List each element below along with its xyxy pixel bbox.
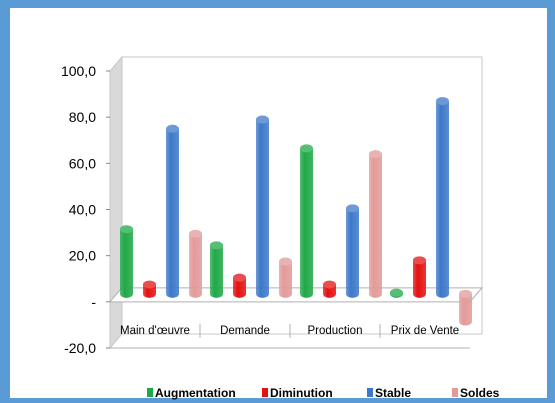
y-tick-label: 80,0 (69, 109, 96, 125)
y-tick-label: 40,0 (69, 202, 96, 218)
bar-cap (233, 273, 246, 282)
side-wall (109, 55, 123, 350)
legend-item: Diminution (262, 386, 333, 400)
bar-cap-highlight (279, 257, 292, 266)
bars (120, 97, 472, 326)
bar-cap (256, 115, 269, 124)
legend-item: Soldes (452, 386, 500, 400)
bar-cap-highlight (346, 204, 359, 213)
bar-cap-highlight (369, 150, 382, 159)
bar-body (300, 148, 313, 298)
bar-cap-highlight (459, 289, 472, 298)
bar-cap (143, 280, 156, 289)
legend-swatch (367, 388, 373, 397)
x-category-label: Demande (220, 325, 270, 337)
legend-label: Augmentation (155, 386, 236, 400)
legend-swatch (262, 388, 268, 397)
bar-cap (210, 241, 223, 250)
bar-cap-highlight (300, 144, 313, 153)
bar-cap-highlight (189, 229, 202, 238)
bar (346, 204, 359, 298)
x-category-label: Production (308, 325, 363, 337)
bar-cap (189, 229, 202, 238)
bar (233, 273, 246, 298)
bar-body (413, 260, 426, 298)
bar-cap (413, 256, 426, 265)
bar-cap (369, 150, 382, 159)
bar (369, 150, 382, 298)
y-tick-label: 100,0 (61, 63, 96, 79)
bar (300, 144, 313, 298)
bar-cap-highlight (413, 256, 426, 265)
y-axis: 100,0 80,0 60,0 40,0 20,0 - -20,0 (61, 63, 110, 356)
bar (459, 289, 472, 326)
bar (413, 256, 426, 298)
bar-cap (166, 124, 179, 133)
bar-cap-highlight (210, 241, 223, 250)
y-tick-label: 20,0 (69, 248, 96, 264)
bar-cap (390, 288, 403, 297)
bar-cap-highlight (436, 97, 449, 106)
bar-cap (323, 280, 336, 289)
bar-cap-highlight (256, 115, 269, 124)
y-tick-label: - (91, 294, 96, 310)
bar-body (369, 154, 382, 298)
bar-cap (346, 204, 359, 213)
bar-cap (436, 97, 449, 106)
zero-plane (108, 287, 484, 303)
bar-body (279, 261, 292, 298)
bar-body (210, 245, 223, 298)
bar-body (166, 128, 179, 298)
x-category-label: Prix de Vente (391, 325, 459, 337)
bar (390, 288, 403, 298)
bar-body (120, 229, 133, 298)
bar-body (346, 208, 359, 298)
bar (279, 257, 292, 298)
legend-item: Augmentation (147, 386, 236, 400)
bar-cap-highlight (120, 225, 133, 234)
bar-cap-highlight (323, 280, 336, 289)
bar (436, 97, 449, 298)
bar-cap-highlight (143, 280, 156, 289)
bar-cap-highlight (233, 273, 246, 282)
legend-label: Soldes (460, 386, 500, 400)
legend-swatch (147, 388, 153, 397)
legend: Augmentation Diminution Stable Soldes (147, 386, 500, 400)
legend-swatch (452, 388, 458, 397)
bar-body (233, 277, 246, 298)
bar (210, 241, 223, 298)
bar-body (189, 233, 202, 298)
bar-cap-highlight (390, 288, 403, 297)
x-axis: Main d'œuvre Demande Production Prix de Ven… (110, 323, 470, 349)
bar (323, 280, 336, 298)
plot-frame (108, 55, 484, 350)
bar-cap (279, 257, 292, 266)
bar (166, 124, 179, 298)
y-tick-label: -20,0 (64, 340, 96, 356)
bar-body (459, 293, 472, 326)
bar (120, 225, 133, 298)
legend-label: Stable (375, 386, 411, 400)
bar-body (256, 119, 269, 298)
bar-cap (300, 144, 313, 153)
legend-label: Diminution (270, 386, 333, 400)
bar-cap (459, 289, 472, 298)
y-tick-label: 60,0 (69, 155, 96, 171)
bar-cap-highlight (166, 124, 179, 133)
bar (256, 115, 269, 298)
x-category-label: Main d'œuvre (120, 325, 190, 337)
bar (143, 280, 156, 298)
bar-body (436, 101, 449, 298)
bar (189, 229, 202, 298)
legend-item: Stable (367, 386, 411, 400)
bar-cap (120, 225, 133, 234)
